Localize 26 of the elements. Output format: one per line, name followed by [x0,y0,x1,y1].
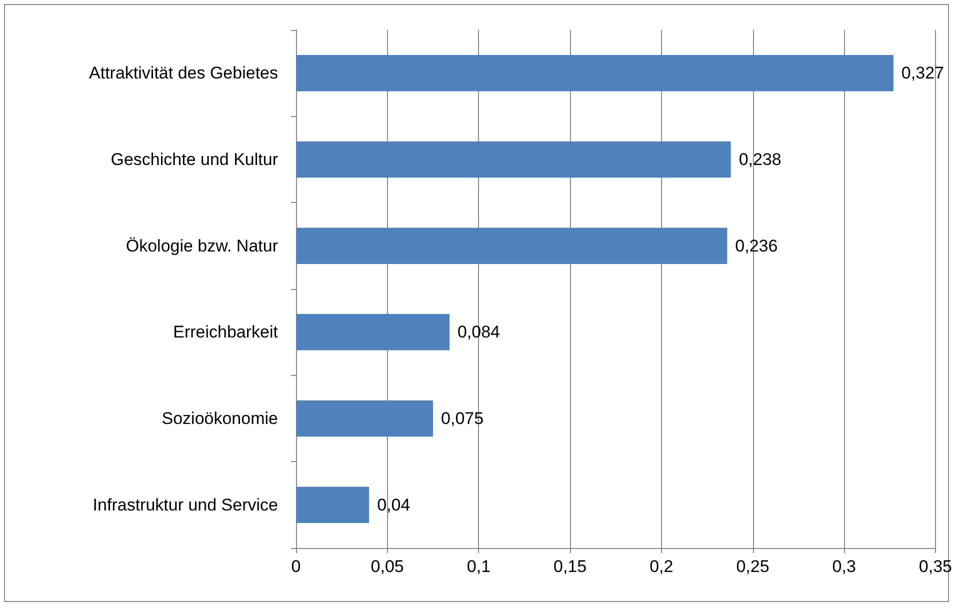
bar [296,228,728,264]
x-tick-label: 0,35 [918,557,952,576]
x-tick-label: 0,3 [832,557,856,576]
y-tick-label: Ökologie bzw. Natur [126,236,278,256]
y-tick-label: Geschichte und Kultur [110,150,278,169]
y-tick-label: Erreichbarkeit [173,322,278,342]
y-tick-label: Sozioökonomie [162,409,278,428]
x-tick-label: 0 [291,557,301,576]
bar [296,486,370,523]
bar [296,141,731,178]
x-tick-label: 0,05 [370,557,404,576]
bar [296,55,894,92]
data-label: 0,075 [441,409,484,428]
x-tick-label: 0,1 [466,557,491,576]
data-label: 0,04 [377,495,410,514]
data-label: 0,084 [457,322,500,342]
x-tick-label: 0,2 [650,557,674,576]
bar [296,400,434,437]
x-tick-label: 0,15 [554,557,587,576]
x-tick-label: 0,25 [736,557,770,576]
data-label: 0,238 [738,150,782,169]
data-label: 0,327 [901,64,944,83]
y-tick-label: Infrastruktur und Service [92,495,278,514]
bar [296,314,450,350]
y-tick-label: Attraktivität des Gebietes [89,64,278,83]
data-label: 0,236 [735,236,778,256]
